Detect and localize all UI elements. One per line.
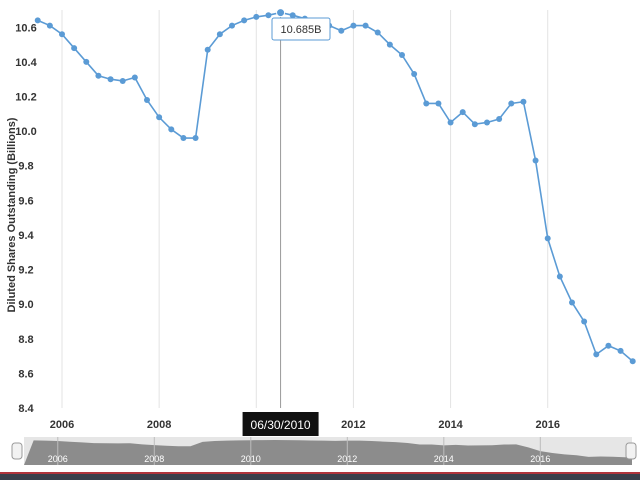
data-point [350, 22, 357, 29]
navigator-tick-label: 2012 [337, 454, 357, 464]
x-tick-label: 2016 [535, 419, 559, 431]
tooltip-value: 10.685B [281, 24, 322, 36]
data-point [204, 46, 211, 53]
data-point [520, 98, 527, 105]
data-point [192, 135, 199, 142]
tooltip-box [271, 17, 331, 41]
data-point [59, 31, 65, 38]
data-point [386, 41, 393, 48]
data-point [581, 318, 588, 325]
data-point [471, 121, 478, 128]
x-tick-label: 2012 [341, 419, 365, 431]
x-tick-label: 2014 [438, 419, 463, 431]
data-point [556, 273, 563, 280]
data-point [229, 22, 235, 29]
navigator-tick-label: 2010 [241, 454, 261, 464]
date-label: 06/30/2010 [251, 418, 311, 432]
highlight-point [276, 8, 286, 18]
y-tick-label: 9.2 [18, 265, 33, 277]
data-point [253, 13, 260, 20]
y-tick-label: 10.2 [15, 92, 36, 104]
crosshair: 10.685B 06/30/2010 [242, 8, 331, 436]
data-point [569, 299, 575, 306]
y-tick-label: 10.6 [15, 22, 36, 34]
data-point [83, 58, 90, 65]
data-point [71, 45, 78, 52]
data-point [629, 358, 636, 365]
y-axis-title: Diluted Shares Outstanding (Billions) [6, 117, 18, 312]
data-point [459, 109, 466, 116]
data-point [180, 135, 187, 142]
y-tick-label: 9.4 [18, 230, 34, 242]
x-tick-label: 2008 [147, 419, 171, 431]
navigator-left-handle[interactable] [11, 442, 23, 460]
data-point [374, 29, 381, 36]
data-point [362, 22, 369, 29]
data-point [447, 119, 454, 126]
footer-bar [0, 472, 640, 480]
navigator-tick-label: 2008 [144, 454, 164, 464]
range-navigator[interactable]: 2006 2008 2010 2012 2014 2016 [11, 437, 637, 465]
data-point [46, 22, 53, 29]
navigator-tick-label: 2014 [434, 454, 454, 464]
data-point [605, 342, 612, 349]
y-tick-label: 9.0 [18, 299, 33, 311]
data-point [593, 351, 600, 358]
data-point [95, 72, 102, 79]
y-tick-label: 8.6 [18, 368, 33, 380]
data-point [265, 12, 272, 19]
y-tick-label: 9.6 [18, 195, 33, 207]
y-tick-label: 8.8 [18, 334, 33, 346]
data-point [131, 74, 138, 81]
data-point [617, 347, 624, 354]
y-tick-label: 10.0 [15, 126, 36, 138]
data-point [289, 12, 296, 19]
navigator-tick-label: 2006 [48, 454, 68, 464]
data-point [156, 114, 163, 121]
data-point [435, 100, 442, 107]
data-point [544, 235, 551, 242]
navigator-right-handle[interactable] [625, 442, 637, 460]
data-point [496, 116, 503, 123]
navigator-area [24, 439, 632, 465]
x-tick-label: 2006 [50, 419, 74, 431]
data-point [411, 71, 418, 78]
data-point [107, 76, 114, 83]
y-tick-label: 10.4 [15, 57, 37, 69]
data-point [399, 51, 405, 58]
vertical-gridlines [61, 10, 549, 408]
data-point [119, 77, 126, 84]
date-label-box [242, 412, 319, 436]
y-tick-label: 9.8 [18, 161, 33, 173]
series-line [37, 11, 634, 362]
data-point [338, 27, 345, 34]
data-point [216, 31, 223, 38]
y-tick-label: 8.4 [18, 403, 34, 415]
data-point [532, 157, 539, 164]
data-point [508, 100, 515, 107]
data-point [241, 17, 248, 24]
data-point [34, 17, 41, 24]
footer-accent [0, 472, 640, 474]
y-axis-ticks: 8.4 8.6 8.8 9.0 9.2 9.4 9.6 9.8 10.0 10.2 10.4 10.6 [15, 22, 37, 415]
data-point [423, 100, 430, 107]
data-point [168, 126, 175, 133]
series-line-group [34, 9, 636, 365]
navigator-tick-label: 2016 [530, 454, 550, 464]
data-point [484, 119, 490, 126]
data-point [144, 96, 150, 103]
